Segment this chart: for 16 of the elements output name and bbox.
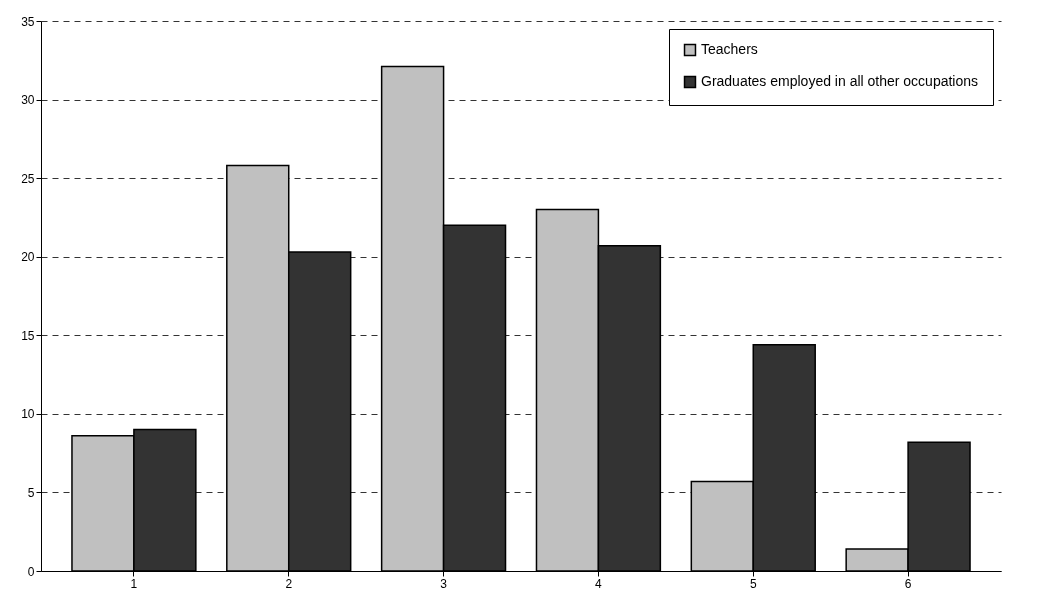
x-tick-label: 1 [130, 576, 138, 591]
y-tick-label: 20 [21, 250, 35, 265]
legend-label: Teachers [701, 41, 758, 57]
y-tick-label: 30 [21, 93, 35, 108]
y-tick-label: 25 [21, 171, 35, 186]
x-tick-label: 6 [904, 576, 912, 591]
y-tick-label: 10 [21, 407, 35, 422]
y-tick-label: 0 [27, 564, 35, 579]
y-tick-label: 15 [21, 328, 35, 343]
y-tick-label: 35 [21, 14, 35, 29]
x-tick-label: 3 [440, 576, 448, 591]
y-tick-label: 5 [27, 485, 35, 500]
x-tick-label: 2 [285, 576, 293, 591]
x-tick-label: 5 [749, 576, 757, 591]
x-tick-label: 4 [595, 576, 603, 591]
legend-label: Graduates employed in all other occupations [701, 73, 979, 89]
